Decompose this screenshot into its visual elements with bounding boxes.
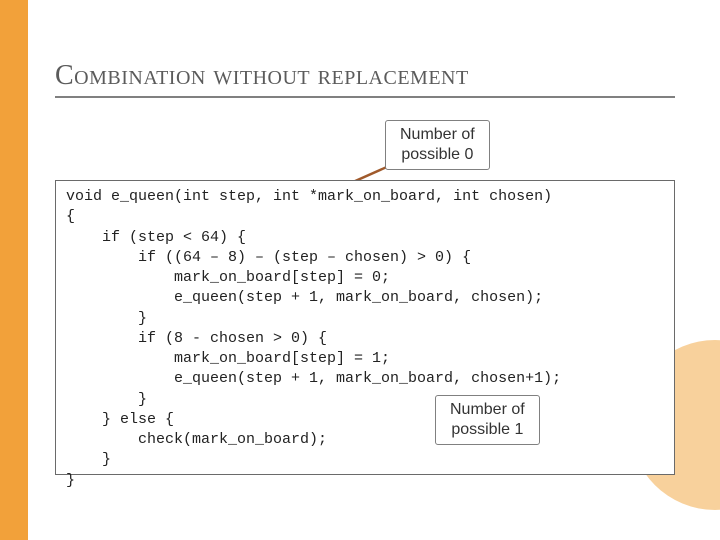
callout-label-bottom: Number ofpossible 1 <box>435 395 540 445</box>
callout-label-top: Number ofpossible 0 <box>385 120 490 170</box>
code-block: void e_queen(int step, int *mark_on_boar… <box>55 180 675 475</box>
slide-title: Combination without replacement <box>55 60 675 98</box>
side-accent-bar <box>0 0 28 540</box>
